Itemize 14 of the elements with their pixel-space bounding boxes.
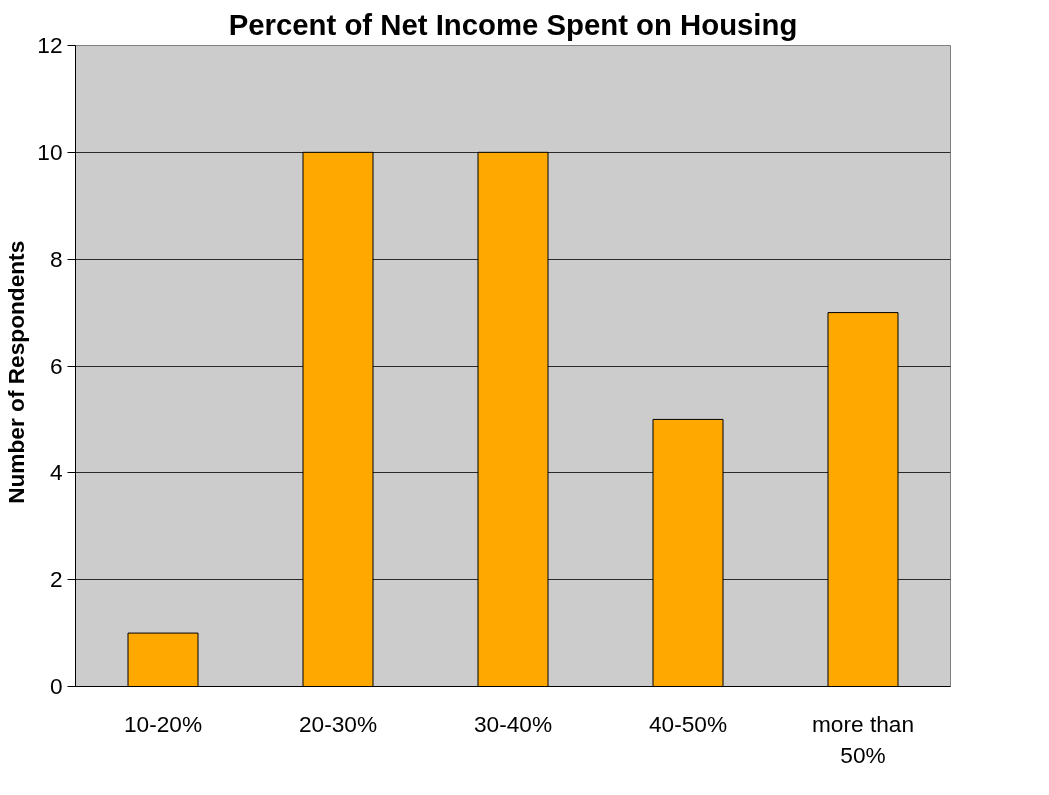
y-tick-label: 2 <box>49 566 63 593</box>
x-tick-label: 40-50% <box>648 710 728 737</box>
y-tick-label: 6 <box>49 352 63 379</box>
y-axis-title: Number of Respondents <box>3 240 30 504</box>
chart-title: Percent of Net Income Spent on Housing <box>228 7 798 41</box>
y-tick-label: 8 <box>49 245 63 272</box>
y-tick-label: 4 <box>49 459 63 486</box>
x-tick-label: 10-20% <box>123 710 203 737</box>
y-tick-label: 0 <box>49 673 63 699</box>
y-tick-label: 12 <box>37 32 63 58</box>
x-tick-label: more than 50% <box>812 710 915 768</box>
x-tick-label: 30-40% <box>473 710 553 737</box>
y-tick-label: 10 <box>37 138 63 165</box>
x-tick-label: 20-30% <box>298 710 378 737</box>
